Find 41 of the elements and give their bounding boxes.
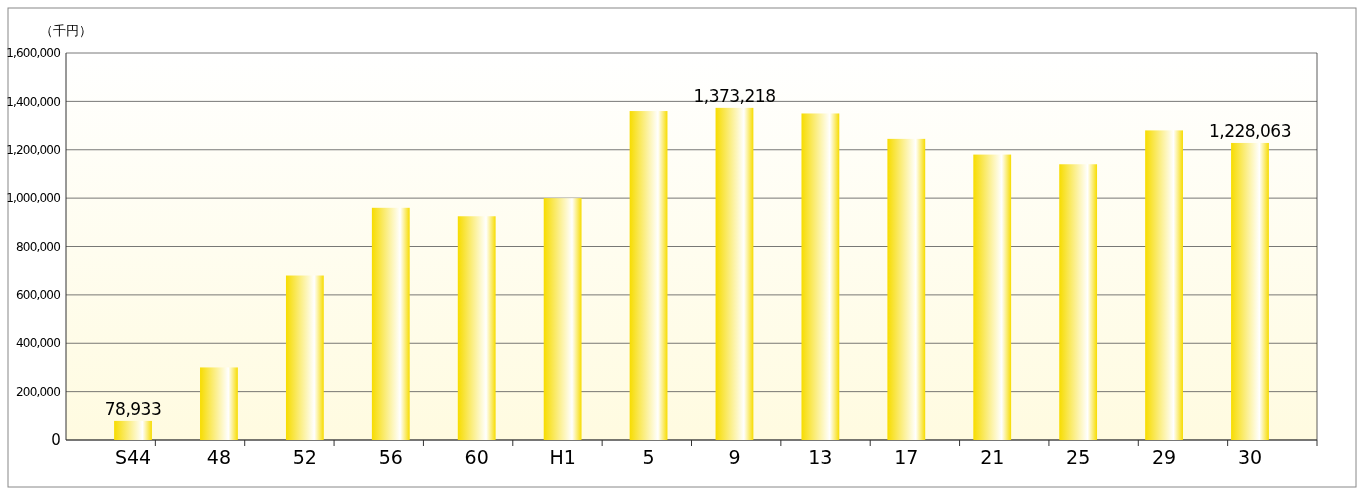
data-label: 78,933: [104, 398, 162, 419]
y-tick-label: 1,200,000: [6, 142, 61, 157]
bar: [1231, 142, 1269, 440]
y-tick-label: 0: [51, 431, 61, 450]
y-tick-label: 200,000: [15, 384, 61, 399]
data-label: 1,373,218: [693, 85, 776, 106]
bar: [1059, 164, 1098, 440]
x-tick-label: 13: [808, 446, 833, 468]
x-tick-label: 30: [1237, 446, 1263, 468]
bar: [715, 107, 754, 440]
bar: [371, 207, 410, 440]
x-tick-label: 29: [1151, 446, 1177, 468]
x-tick-label: 21: [980, 446, 1005, 468]
x-tick-label: 25: [1066, 446, 1091, 468]
y-tick-label: 400,000: [15, 336, 61, 351]
x-tick-label: 52: [292, 446, 317, 468]
bar: [973, 154, 1012, 440]
data-label: 1,228,063: [1208, 120, 1291, 141]
x-tick-label: S44: [114, 446, 152, 468]
x-tick-label: 5: [642, 446, 655, 468]
y-tick-label: 600,000: [15, 288, 61, 303]
x-tick-label: 17: [894, 446, 919, 468]
y-tick-label: 1,600,000: [6, 46, 61, 61]
bar: [114, 420, 152, 440]
x-tick-label: 9: [728, 446, 741, 468]
x-tick-label: 56: [378, 446, 403, 468]
x-tick-label: 48: [206, 446, 232, 468]
y-tick-label: 800,000: [15, 239, 61, 254]
bar: [285, 275, 324, 440]
bar: [200, 367, 238, 440]
x-tick-label: H1: [549, 446, 576, 468]
y-tick-label: 1,400,000: [6, 94, 61, 109]
y-tick-label: 1,000,000: [6, 191, 61, 206]
y-axis-title: （千円）: [40, 23, 92, 38]
x-tick-label: 60: [464, 446, 489, 468]
bar: [543, 198, 582, 440]
bar: [457, 216, 496, 440]
bar: [887, 138, 926, 440]
bar: [629, 111, 668, 440]
bar: [1145, 130, 1183, 440]
bar: [801, 113, 840, 440]
